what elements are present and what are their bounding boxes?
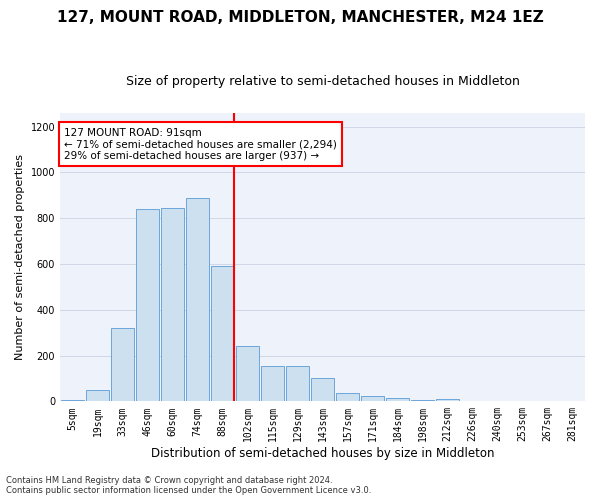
Text: Contains HM Land Registry data © Crown copyright and database right 2024.
Contai: Contains HM Land Registry data © Crown c… (6, 476, 371, 495)
Title: Size of property relative to semi-detached houses in Middleton: Size of property relative to semi-detach… (125, 75, 520, 88)
Bar (61, 400, 84, 402)
Bar (411, 400, 434, 402)
Bar (211, 266, 234, 402)
Bar (436, 398, 459, 402)
Bar (86, 390, 109, 402)
Bar (286, 366, 309, 402)
Bar (386, 398, 409, 402)
Bar (461, 400, 484, 402)
Bar (336, 392, 359, 402)
Bar (161, 208, 184, 402)
Bar (511, 400, 534, 402)
Bar (136, 209, 159, 402)
X-axis label: Distribution of semi-detached houses by size in Middleton: Distribution of semi-detached houses by … (151, 447, 494, 460)
Bar (186, 198, 209, 402)
Text: 127, MOUNT ROAD, MIDDLETON, MANCHESTER, M24 1EZ: 127, MOUNT ROAD, MIDDLETON, MANCHESTER, … (56, 10, 544, 25)
Text: 127 MOUNT ROAD: 91sqm
← 71% of semi-detached houses are smaller (2,294)
29% of s: 127 MOUNT ROAD: 91sqm ← 71% of semi-deta… (64, 128, 337, 161)
Bar (361, 396, 384, 402)
Bar (261, 366, 284, 402)
Y-axis label: Number of semi-detached properties: Number of semi-detached properties (15, 154, 25, 360)
Bar (311, 378, 334, 402)
Bar (111, 328, 134, 402)
Bar (236, 346, 259, 402)
